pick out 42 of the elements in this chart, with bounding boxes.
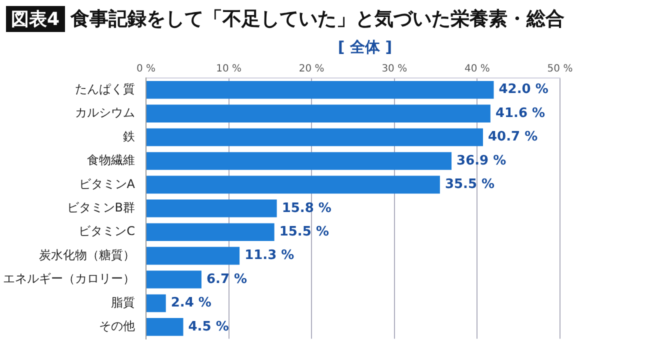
bar [146,318,184,336]
x-tick-label: 20 % [298,64,324,75]
y-tick-label: 炭水化物（糖質） [39,248,135,262]
bar [146,152,452,170]
bar [146,128,483,146]
x-tick-label: 30 % [382,64,408,75]
bar [146,294,166,312]
bar [146,200,277,218]
data-label: 15.8 % [282,200,332,216]
y-tick-label: ビタミンB群 [66,200,135,215]
text: 図表4 [6,6,65,32]
data-label: 4.5 % [188,319,229,334]
y-tick-label: 鉄 [123,129,135,144]
y-tick-label: ビタミンA [78,176,136,191]
bar [146,246,240,265]
chart-title: 食事記録をして「不足していた」と気づいた栄養素・総合 [70,7,565,32]
data-label: 35.5 % [444,177,495,192]
chart-subtitle: [ 全体 ] [336,38,394,58]
y-tick-label: カルシウム [75,106,135,120]
bar [146,104,490,122]
x-tick-label: 0 % [136,64,156,75]
data-label: 11.3 % [244,248,294,264]
data-label: 36.9 % [456,153,506,168]
x-tick-label: 40 % [464,64,490,75]
y-tick-label: ビタミンC [78,224,135,238]
data-label: 15.5 % [279,224,329,240]
y-tick-label: 脂質 [111,295,135,310]
bar [146,80,494,99]
bar [146,270,202,288]
data-label: 2.4 % [170,296,212,311]
data-label: 41.6 % [495,106,546,121]
data-label: 40.7 % [488,130,538,145]
y-tick-label: エネルギー（カロリー） [3,272,135,286]
bar [146,176,440,194]
x-tick-label: 50 % [547,64,573,75]
y-tick-label: 食物繊維 [87,153,135,168]
x-tick-label: 10 % [216,64,242,75]
data-label: 6.7 % [206,272,248,287]
data-label: 42.0 % [498,82,548,98]
y-tick-label: たんぱく質 [75,82,135,96]
y-tick-label: その他 [99,319,135,334]
bar [146,223,274,241]
